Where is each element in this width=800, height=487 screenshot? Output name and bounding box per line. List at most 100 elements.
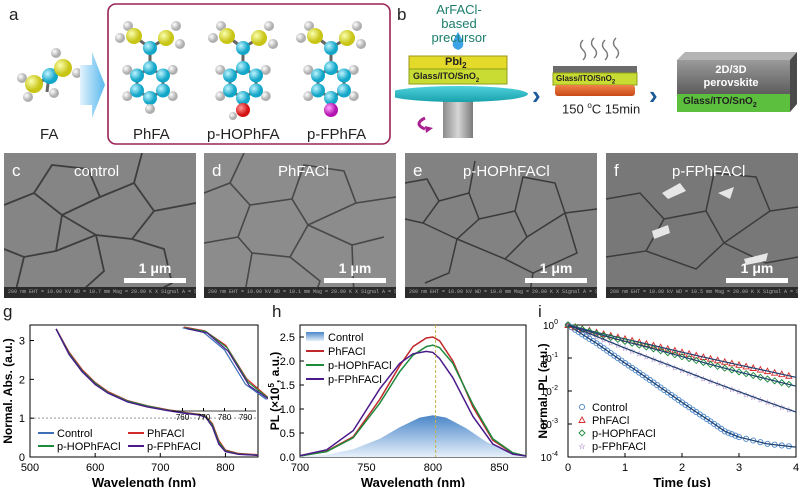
sem-image-control: c control 1 μm 200 nm EHT = 10.00 kV WD …: [4, 153, 196, 298]
legend-label: p-HOPhFACl: [592, 428, 656, 440]
x-tick-label: 700: [291, 462, 309, 474]
y-tick-label: 1.5: [280, 380, 295, 392]
pbi2-label: PbI2: [445, 56, 467, 71]
fit-line-p-FPhFACl: [567, 324, 797, 413]
x-tick-label: 800: [216, 462, 234, 474]
chevron-right-icon: ›: [532, 80, 541, 110]
y-axis-label: PL (×105, a.u.): [268, 352, 282, 431]
molecule-label-phfa: PhFA: [133, 126, 170, 143]
sem-image-p-hophfacl: e p-HOPhFACl 1 μm 200 nm EHT = 10.00 kV …: [405, 153, 597, 298]
series-line-p-FPhFACl: [299, 350, 527, 457]
x-tick-label: 0: [565, 462, 571, 474]
molecule-label-p-fphfa: p-FPhFA: [307, 126, 367, 143]
fit-line-p-HOPhFACl: [567, 324, 797, 387]
fa-molecule: [17, 48, 82, 102]
molecule-label-fa: FA: [40, 126, 59, 143]
y-tick-label: 10-3: [541, 418, 558, 431]
sem-image-phfacl: d PhFACl 1 μm 200 nm EHT = 10.00 kV WD =…: [204, 153, 396, 298]
scale-label: 1 μm: [138, 260, 172, 276]
legend-label: p-FPhFACl: [592, 441, 646, 453]
pl-chart: Wavelength (nm) 700 750 800 850 0.0 0.5 1.0 1.5 2…: [268, 324, 527, 487]
panel-label-d: d: [212, 161, 222, 180]
y-tick-label: 2: [19, 374, 25, 386]
perovskite-layer: [677, 60, 790, 94]
x-tick-label: 800: [424, 462, 442, 474]
panel-label-i: i: [538, 302, 542, 321]
data-point: ☆: [578, 442, 585, 451]
sem-image-p-fphfacl: f p-FPhFACl 1 μm 200 nm EHT = 10.00 kV W…: [606, 153, 798, 298]
y-axis-label: Normal. PL (a.u.): [536, 343, 550, 438]
sem-info-bar: 200 nm EHT = 10.00 kV WD = 10.0 mm Mag =…: [405, 287, 597, 298]
data-point: [721, 428, 728, 435]
substrate-label-3: Glass/ITO/SnO2: [683, 96, 757, 109]
y-tick-label: 1: [19, 413, 25, 425]
substrate-layer: [408, 68, 508, 85]
p-fphfa-molecule: [296, 21, 366, 117]
x-tick-label: 4: [793, 462, 799, 474]
data-point: [578, 416, 586, 423]
y-tick-label: 0.5: [280, 428, 295, 440]
legend-label: PhFACl: [147, 428, 184, 440]
panel-label-b: b: [397, 5, 407, 24]
scale-label: 1 μm: [539, 260, 573, 276]
x-axis-label: Wavelength (nm): [92, 475, 196, 487]
panel-label-f: f: [614, 161, 619, 180]
panel-label-h: h: [272, 302, 282, 321]
scale-bar: [124, 278, 186, 283]
panel-a-molecules: [17, 3, 391, 145]
y-tick-label: 100: [543, 319, 558, 332]
sem-info-bar: 200 nm EHT = 10.00 kV WD = 10.7 mm Mag =…: [4, 287, 196, 298]
legend-label: Control: [592, 402, 627, 414]
panel-label-a: a: [9, 5, 19, 24]
sem-info-bar: 200 nm EHT = 10.00 kV WD = 10.1 mm Mag =…: [204, 287, 396, 298]
x-tick-label: 750: [357, 462, 375, 474]
legend-swatch: [306, 332, 324, 341]
x-axis-label: Wavelength (nm): [361, 475, 465, 487]
y-tick-label: 10-4: [541, 451, 558, 464]
inset-line-p-FPhFACl: [186, 327, 268, 400]
inset-tick-label: 760: [176, 413, 190, 422]
droplet-icon: [452, 32, 464, 50]
substrate-label-2: Glass/ITO/SnO2: [556, 74, 616, 86]
y-tick-label: 10-1: [541, 352, 558, 365]
x-tick-label: 850: [490, 462, 508, 474]
x-axis-label: Time (μs): [653, 475, 711, 487]
x-tick-label: 600: [86, 462, 104, 474]
panel-label-e: e: [413, 161, 423, 180]
inset-line-PhFACl: [183, 326, 268, 398]
y-tick-label: 0: [19, 452, 25, 464]
y-tick-label: 2.0: [280, 356, 295, 368]
y-tick-label: 10-2: [541, 385, 558, 398]
device-top: [677, 52, 797, 60]
anneal-condition: 150 oC 15min: [562, 101, 641, 117]
x-tick-label: 700: [151, 462, 169, 474]
data-point: [750, 437, 757, 444]
panel-label-c: c: [12, 161, 21, 180]
scale-label: 1 μm: [740, 260, 774, 276]
spin-disk: [395, 86, 528, 102]
x-tick-label: 500: [21, 462, 39, 474]
molecule-label-p-hophfa: p-HOPhFA: [207, 126, 280, 143]
spin-chuck: [443, 98, 473, 138]
perovskite-label: 2D/3D perovskite: [703, 64, 759, 89]
inset-line-p-HOPhFACl: [184, 327, 268, 399]
sem-info-bar: 200 nm EHT = 10.00 kV WD = 10.5 mm Mag =…: [606, 287, 798, 298]
data-point: [728, 431, 735, 438]
data-point: [578, 429, 586, 437]
series-line-p-FPhFACl: [55, 328, 259, 457]
x-tick-label: 2: [679, 462, 685, 474]
legend-label: p-FPhFACl: [328, 374, 382, 386]
legend-label: PhFACl: [592, 415, 629, 427]
legend-label: Control: [57, 428, 92, 440]
wet-film-layer: [553, 66, 637, 73]
inset-tick-label: 780: [218, 413, 232, 422]
trpl-chart: Time (μs) 0 1 2 3 4 10-4 10-3 10-2 10-1 100 Normal.…: [536, 319, 799, 487]
y-tick-label: 2.5: [280, 332, 295, 344]
fit-line-Control: [567, 324, 797, 448]
scale-bar: [525, 278, 587, 283]
precursor-label: ArFACl-based precursor: [431, 2, 487, 45]
legend-label: p-HOPhFACl: [57, 441, 121, 453]
legend-label: Control: [328, 332, 363, 344]
data-point: [564, 321, 572, 329]
scale-bar: [726, 278, 788, 283]
